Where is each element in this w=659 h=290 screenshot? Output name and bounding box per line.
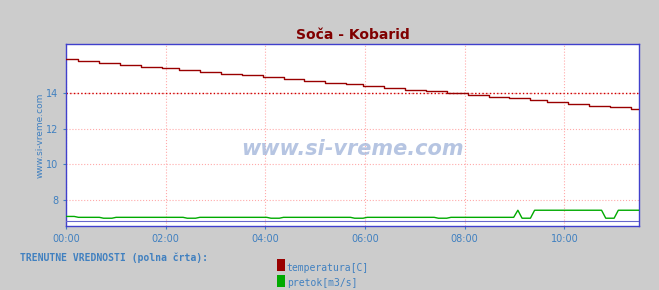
Y-axis label: www.si-vreme.com: www.si-vreme.com bbox=[36, 92, 45, 177]
Text: temperatura[C]: temperatura[C] bbox=[287, 263, 369, 273]
Text: www.si-vreme.com: www.si-vreme.com bbox=[241, 139, 464, 160]
Title: Soča - Kobarid: Soča - Kobarid bbox=[296, 28, 409, 42]
Text: TRENUTNE VREDNOSTI (polna črta):: TRENUTNE VREDNOSTI (polna črta): bbox=[20, 253, 208, 263]
Text: pretok[m3/s]: pretok[m3/s] bbox=[287, 278, 357, 288]
